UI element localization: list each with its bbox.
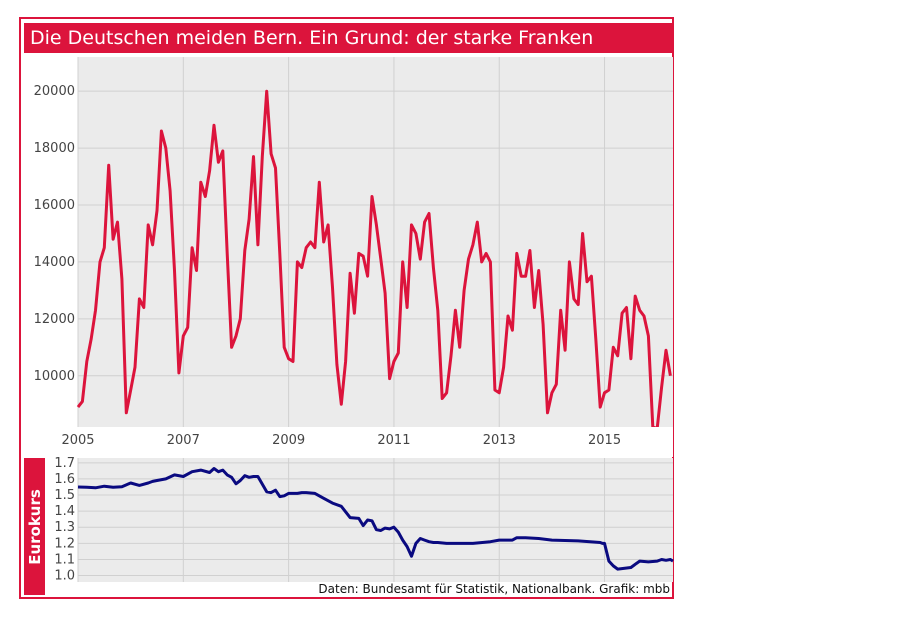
- xtick-label: 2015: [588, 433, 621, 448]
- top-series: [76, 89, 672, 430]
- top-ytick-label: 18000: [34, 141, 75, 156]
- bottom-ytick-label: 1.2: [54, 536, 75, 551]
- series-line-visitors: [76, 89, 672, 430]
- bottom-ytick-label: 1.1: [54, 552, 75, 567]
- top-ytick-label: 12000: [34, 312, 75, 327]
- xtick-label: 2007: [167, 433, 200, 448]
- bottom-ytick-label: 1.7: [54, 456, 75, 471]
- bottom-ytick-label: 1.4: [54, 504, 75, 519]
- eurokurs-axis-label: Eurokurs: [24, 458, 45, 595]
- bottom-ytick-label: 1.5: [54, 488, 75, 503]
- bottom-ytick-label: 1.0: [54, 569, 75, 584]
- x-axis: 2005 2007 2009 2011 2013 2015: [61, 433, 621, 448]
- bottom-ytick-label: 1.6: [54, 472, 75, 487]
- eurokurs-label-text: Eurokurs: [25, 488, 44, 565]
- bottom-series: [77, 467, 674, 571]
- top-ytick-label: 14000: [34, 255, 75, 270]
- xtick-label: 2013: [483, 433, 516, 448]
- top-ytick-label: 10000: [34, 369, 75, 384]
- top-y-axis: 10000 12000 14000 16000 18000 20000: [34, 84, 75, 384]
- xtick-label: 2005: [61, 433, 94, 448]
- xtick-label: 2009: [272, 433, 305, 448]
- bottom-ytick-label: 1.3: [54, 520, 75, 535]
- bottom-y-axis: 1.0 1.11.21.31.41.51.61.7: [54, 456, 75, 584]
- top-ytick-label: 20000: [34, 84, 75, 99]
- bottom-grid: [77, 458, 673, 582]
- chart-title: Die Deutschen meiden Bern. Ein Grund: de…: [24, 23, 673, 53]
- top-ytick-label: 16000: [34, 198, 75, 213]
- series-line-eurokurs: [77, 467, 674, 571]
- xtick-label: 2011: [377, 433, 410, 448]
- xaxis-band: [78, 427, 673, 457]
- source-note: Daten: Bundesamt für Statistik, National…: [318, 582, 670, 596]
